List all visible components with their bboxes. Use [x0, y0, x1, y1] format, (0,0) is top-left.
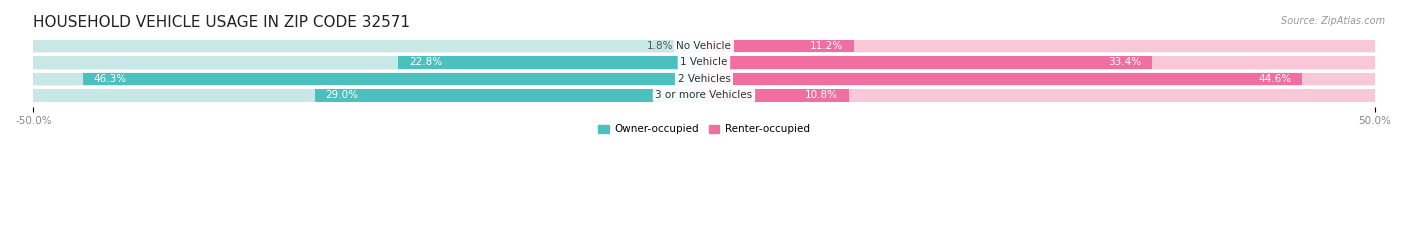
Text: Source: ZipAtlas.com: Source: ZipAtlas.com [1281, 16, 1385, 26]
Bar [34, 40, 704, 52]
Text: No Vehicle: No Vehicle [676, 41, 731, 51]
Bar [34, 71, 1375, 86]
Bar [679, 40, 704, 52]
Bar [34, 72, 704, 85]
Bar [34, 56, 704, 69]
Bar [398, 56, 704, 69]
Bar [704, 56, 1375, 69]
Bar [704, 72, 1302, 85]
Text: 2 Vehicles: 2 Vehicles [678, 74, 730, 84]
Text: 29.0%: 29.0% [326, 90, 359, 100]
Text: 33.4%: 33.4% [1108, 57, 1142, 67]
Text: 46.3%: 46.3% [94, 74, 127, 84]
Bar [34, 39, 1375, 53]
Bar [704, 72, 1375, 85]
Legend: Owner-occupied, Renter-occupied: Owner-occupied, Renter-occupied [595, 120, 814, 138]
Bar [704, 89, 849, 102]
Text: 44.6%: 44.6% [1258, 74, 1291, 84]
Bar [34, 89, 704, 102]
Text: 3 or more Vehicles: 3 or more Vehicles [655, 90, 752, 100]
Bar [83, 72, 704, 85]
Bar [704, 40, 1375, 52]
Text: 1.8%: 1.8% [647, 41, 673, 51]
Bar [704, 40, 855, 52]
Text: 1 Vehicle: 1 Vehicle [681, 57, 728, 67]
Bar [315, 89, 704, 102]
Text: 11.2%: 11.2% [810, 41, 844, 51]
Bar [34, 88, 1375, 103]
Text: HOUSEHOLD VEHICLE USAGE IN ZIP CODE 32571: HOUSEHOLD VEHICLE USAGE IN ZIP CODE 3257… [34, 15, 411, 30]
Text: 10.8%: 10.8% [806, 90, 838, 100]
Text: 22.8%: 22.8% [409, 57, 441, 67]
Bar [704, 56, 1152, 69]
Bar [34, 55, 1375, 70]
Bar [704, 89, 1375, 102]
